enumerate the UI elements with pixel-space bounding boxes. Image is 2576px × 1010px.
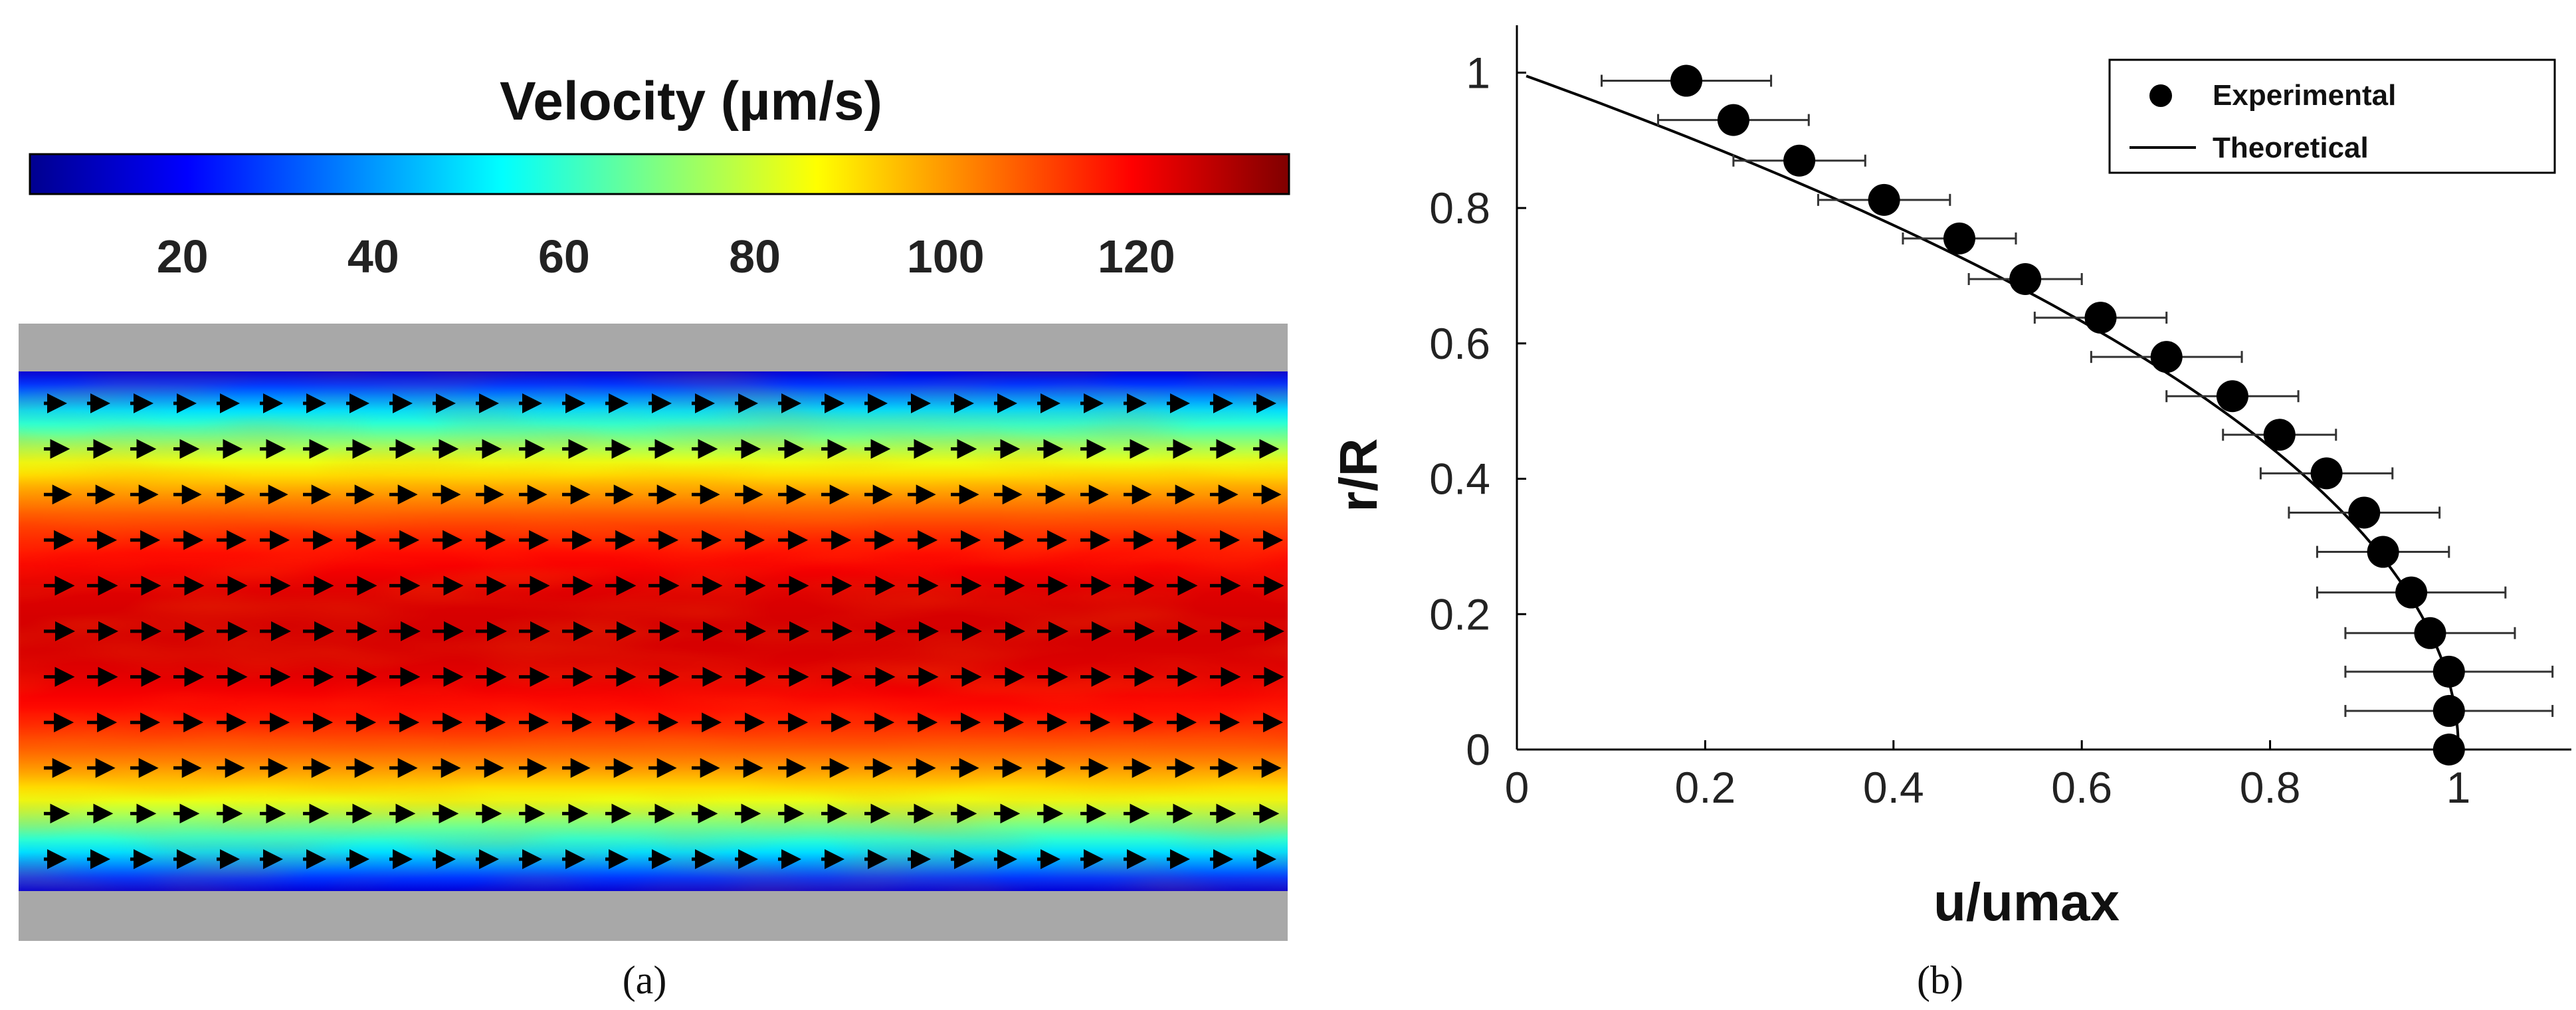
flow-arrows bbox=[44, 393, 1284, 869]
channel-wall-top bbox=[19, 324, 1288, 371]
experimental-point bbox=[1783, 144, 1816, 177]
legend: Experimental Theoretical bbox=[2108, 58, 2556, 174]
experimental-point bbox=[2263, 419, 2296, 451]
colorbar-tick-label: 100 bbox=[907, 231, 985, 282]
experimental-point bbox=[2432, 734, 2465, 765]
experimental-point bbox=[2084, 302, 2117, 334]
y-tick-label: 0.8 bbox=[1429, 183, 1490, 233]
velocity-heatmap-panel: Velocity (µm/s) 20 40 60 80 100 120 (a) bbox=[19, 71, 1290, 1002]
channel-wall-bottom bbox=[19, 891, 1288, 941]
experimental-point bbox=[1868, 183, 1900, 216]
experimental-point bbox=[1717, 104, 1749, 136]
x-tick-label: 0.8 bbox=[2240, 763, 2301, 812]
velocity-profile-panel: 0 0.2 0.4 0.6 0.8 100.20.40.60.81 r/R u/umax … bbox=[1329, 25, 2571, 1002]
profile-plot: 0 0.2 0.4 0.6 0.8 1 0 0.2 0.4 0.6 0.8 1 bbox=[1429, 25, 2571, 812]
panel-label-a: (a) bbox=[623, 958, 667, 1002]
y-tick-label: 0.2 bbox=[1429, 589, 1490, 639]
legend-label-experimental: Experimental bbox=[2213, 79, 2396, 112]
y-tick-label: 0.6 bbox=[1429, 319, 1490, 368]
colorbar bbox=[29, 153, 1290, 195]
experimental-point bbox=[1943, 222, 1975, 254]
legend-label-theoretical: Theoretical bbox=[2213, 132, 2369, 164]
legend-box bbox=[2108, 58, 2556, 174]
theoretical-curve bbox=[1526, 74, 2460, 750]
colorbar-tick-label: 120 bbox=[1098, 231, 1175, 282]
experimental-point bbox=[2414, 617, 2446, 649]
x-axis-label: u/umax bbox=[1933, 872, 2120, 932]
colorbar-tick-label: 80 bbox=[729, 231, 781, 282]
y-tick-label: 0 bbox=[1466, 725, 1490, 774]
colorbar-tick-label: 20 bbox=[157, 231, 209, 282]
experimental-point bbox=[2367, 536, 2399, 568]
colorbar-tick-label: 40 bbox=[347, 231, 399, 282]
colorbar-tick-label: 60 bbox=[538, 231, 590, 282]
panel-label-b: (b) bbox=[1917, 958, 1963, 1002]
experimental-point bbox=[2310, 457, 2343, 490]
y-axis-label: r/R bbox=[1329, 438, 1388, 512]
y-tick-label: 0.4 bbox=[1429, 454, 1490, 504]
experimental-point bbox=[1670, 64, 1703, 97]
x-tick-label: 0.4 bbox=[1863, 763, 1924, 812]
colorbar-title: Velocity (µm/s) bbox=[500, 71, 882, 132]
x-tick-label: 1 bbox=[2446, 763, 2471, 812]
experimental-point bbox=[2395, 576, 2428, 609]
legend-marker-experimental bbox=[2149, 84, 2172, 107]
experimental-point bbox=[2216, 380, 2248, 413]
y-tick-label: 1 bbox=[1466, 48, 1490, 97]
experimental-point bbox=[2348, 496, 2381, 529]
x-tick-label: 0.2 bbox=[1675, 763, 1736, 812]
x-tick-label: 0.6 bbox=[2051, 763, 2112, 812]
experimental-point bbox=[2432, 655, 2465, 688]
colorbar-ticks: 20 40 60 80 100 120 bbox=[157, 231, 1175, 282]
experimental-point bbox=[2150, 341, 2183, 373]
experimental-point bbox=[2432, 694, 2465, 727]
x-tick-label: 0 bbox=[1505, 763, 1530, 812]
experimental-point bbox=[2009, 263, 2042, 296]
